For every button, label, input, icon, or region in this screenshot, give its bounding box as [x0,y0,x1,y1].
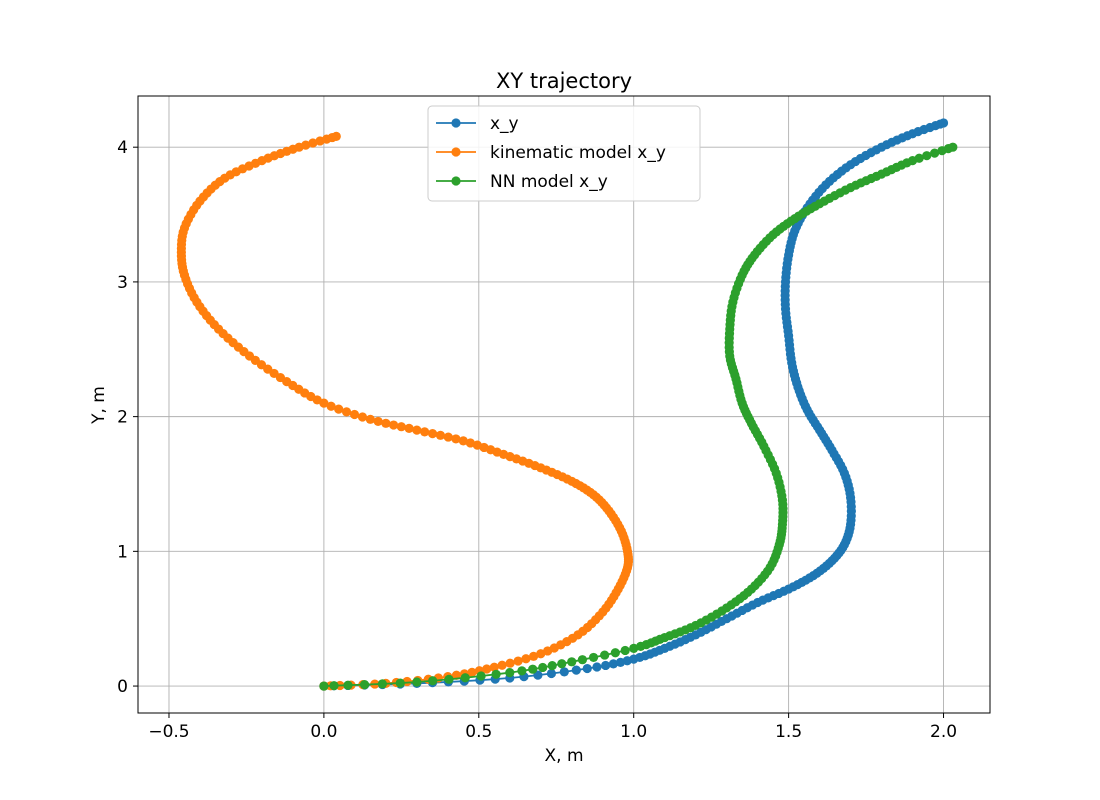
data-point-kinematic-model-x-y [404,423,414,433]
data-point-kinematic-model-x-y [308,138,318,148]
x-tick-label: −0.5 [148,722,189,742]
data-point-kinematic-model-x-y [349,409,360,420]
data-point-nn-model-x-y [460,673,470,683]
x-axis-label: X, m [544,746,583,766]
data-point-kinematic-model-x-y [467,667,477,677]
data-point-kinematic-model-x-y [396,422,406,432]
data-point-nn-model-x-y [538,662,548,673]
data-point-nn-model-x-y [329,681,339,691]
legend-label-x-y: x_y [490,114,519,134]
x-tick-label: 0.5 [465,722,492,742]
data-point-kinematic-model-x-y [420,427,430,437]
data-point-nn-model-x-y [359,680,370,690]
data-point-nn-model-x-y [600,650,610,660]
data-point-kinematic-model-x-y [341,407,352,417]
data-point-nn-model-x-y [588,652,599,663]
legend-marker-x-y [451,118,461,128]
data-point-x-y [559,667,569,677]
data-point-nn-model-x-y [930,148,940,158]
data-point-kinematic-model-x-y [326,401,336,411]
data-point-kinematic-model-x-y [458,436,468,446]
legend-label-nn-model-x-y: NN model x_y [490,172,608,192]
data-point-kinematic-model-x-y [513,656,523,666]
legend-marker-kinematic-model-x-y [451,147,461,157]
data-point-kinematic-model-x-y [365,414,375,424]
data-point-kinematic-model-x-y [357,412,368,422]
data-point-kinematic-model-x-y [381,418,391,428]
data-point-nn-model-x-y [620,645,630,656]
data-point-kinematic-model-x-y [373,416,383,427]
data-point-kinematic-model-x-y [536,649,546,659]
data-point-x-y [608,659,618,669]
x-tick-label: 1.0 [620,722,647,742]
data-point-kinematic-model-x-y [465,438,476,448]
legend-marker-nn-model-x-y [451,176,461,186]
data-point-kinematic-model-x-y [427,428,438,439]
data-point-nn-model-x-y [610,648,620,658]
data-point-kinematic-model-x-y [334,404,344,414]
data-point-nn-model-x-y [922,151,932,161]
y-axis-label: Y, m [89,386,109,425]
series-layer [176,118,958,691]
ticks: −0.5 0.0 0.5 1.0 1.5 2.0 0 1 2 3 4 [117,138,957,742]
data-point-nn-model-x-y [547,661,557,671]
legend-label-kinematic-model-x-y: kinematic model x_y [490,143,666,163]
data-point-kinematic-model-x-y [331,131,341,142]
data-point-x-y [592,662,602,672]
data-point-nn-model-x-y [343,680,353,690]
series-line-kinematic-model-x-y [180,135,630,687]
y-tick-label: 3 [117,273,128,293]
data-point-x-y [938,118,949,128]
data-point-nn-model-x-y [395,678,405,688]
x-tick-label: 2.0 [930,722,957,742]
data-point-nn-model-x-y [377,679,388,689]
data-point-kinematic-model-x-y [443,432,453,442]
data-point-nn-model-x-y [491,669,501,679]
y-tick-label: 1 [117,542,128,562]
data-point-kinematic-model-x-y [521,654,531,664]
data-point-kinematic-model-x-y [451,434,461,444]
x-tick-label: 1.5 [775,722,802,742]
y-tick-label: 4 [117,138,128,158]
data-point-nn-model-x-y [444,674,454,684]
data-point-x-y [571,665,581,675]
data-point-nn-model-x-y [412,677,422,687]
y-tick-label: 0 [117,677,128,697]
data-point-nn-model-x-y [517,666,527,676]
data-point-nn-model-x-y [577,655,588,665]
data-point-nn-model-x-y [505,667,515,678]
data-point-nn-model-x-y [629,643,639,653]
data-point-kinematic-model-x-y [505,658,515,668]
y-tick-label: 2 [117,408,128,428]
data-point-kinematic-model-x-y [389,420,399,430]
data-point-x-y [533,670,543,680]
data-point-nn-model-x-y [319,681,329,691]
data-point-nn-model-x-y [914,153,924,163]
x-tick-label: 0.0 [310,722,337,742]
data-point-nn-model-x-y [557,659,567,669]
data-point-kinematic-model-x-y [528,651,539,661]
data-point-x-y [582,663,592,674]
data-point-kinematic-model-x-y [497,660,507,670]
legend: x_y kinematic model x_y NN model x_y [427,105,701,202]
data-point-kinematic-model-x-y [489,662,499,672]
data-point-kinematic-model-x-y [482,664,492,674]
plot-frame [137,95,991,714]
legend-box [427,105,701,202]
data-point-nn-model-x-y [567,657,577,667]
data-point-nn-model-x-y [528,664,538,674]
data-point-nn-model-x-y [476,671,486,681]
data-point-x-y [546,668,557,679]
data-point-kinematic-model-x-y [301,140,311,150]
chart-title: XY trajectory [496,69,632,93]
data-point-x-y [601,660,611,671]
data-point-nn-model-x-y [428,676,438,686]
data-point-kinematic-model-x-y [412,425,422,435]
data-point-nn-model-x-y [948,142,958,152]
data-point-kinematic-model-x-y [435,430,446,440]
